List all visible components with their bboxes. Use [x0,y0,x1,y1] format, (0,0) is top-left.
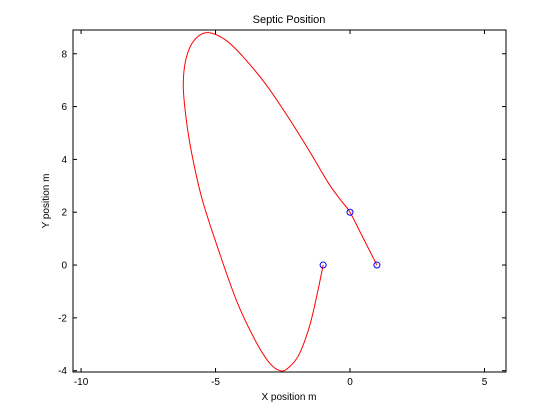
y-axis: -4 -2 0 2 4 6 8 [58,49,506,377]
waypoint-markers [319,208,381,269]
waypoint-marker [346,208,354,216]
y-tick-label: -2 [58,313,67,324]
y-tick-label: 4 [61,155,67,166]
y-tick-label: -4 [58,366,67,377]
x-axis-label: X position m [261,392,316,403]
x-tick-label: -10 [74,377,89,388]
axes-background [72,29,507,373]
x-axis: -10 -5 0 5 [74,30,488,388]
y-tick-label: 0 [61,261,67,272]
waypoint-marker [373,261,381,269]
x-tick-label: 0 [347,377,353,388]
trajectory-line [182,32,378,372]
y-axis-label: Y position m [41,174,52,229]
y-tick-label: 8 [61,49,67,60]
y-tick-label: 2 [61,208,67,219]
waypoint-marker [319,261,327,269]
x-tick-label: -5 [211,377,220,388]
x-tick-label: 5 [482,377,488,388]
y-tick-label: 6 [61,102,67,113]
chart-title: Septic Position [253,14,326,26]
